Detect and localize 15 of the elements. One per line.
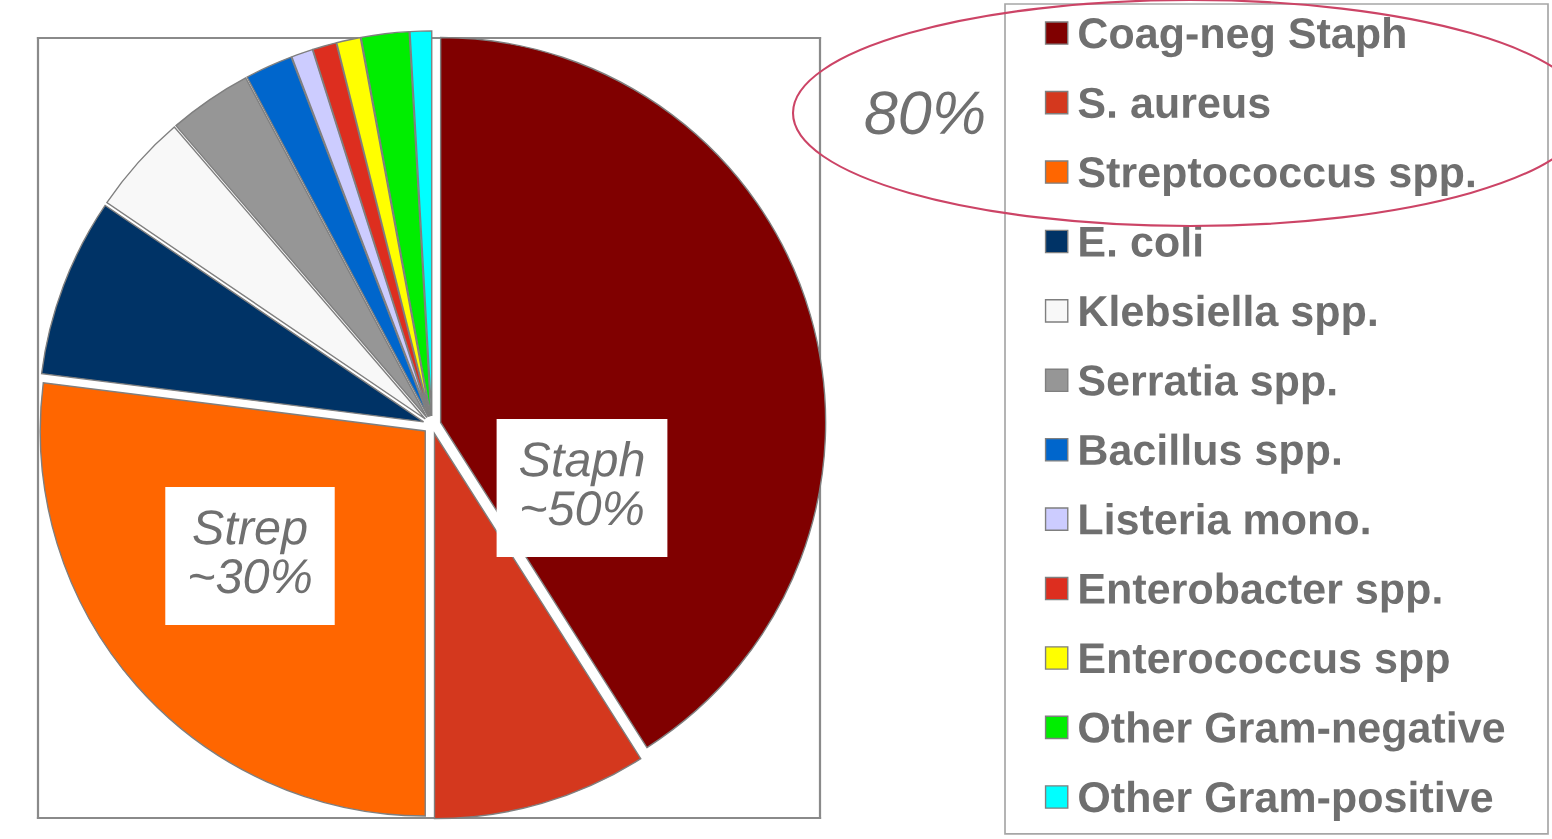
legend-label: Other Gram-positive xyxy=(1079,780,1493,821)
legend-label: Serratia spp. xyxy=(1078,364,1336,405)
legend-label: E. coli xyxy=(1080,225,1202,257)
legend-label: Klebsiella spp. xyxy=(1080,294,1376,335)
legend-label: Coag-neg Staph xyxy=(1079,16,1405,58)
text: Strep ~30% xyxy=(190,510,311,594)
text: Staph ~50% xyxy=(519,440,644,526)
legend-label: Enterococcus spp xyxy=(1080,643,1449,682)
text: 80% xyxy=(865,91,984,135)
legend-label: Other Gram-negative xyxy=(1079,711,1505,752)
legend-label: Streptococcus spp. xyxy=(1078,157,1474,197)
legend-label: Enterobacter spp. xyxy=(1080,572,1441,613)
legend-label: S. aureus xyxy=(1078,87,1270,119)
legend-label: Listeria mono. xyxy=(1080,503,1369,535)
legend-label: Bacillus spp. xyxy=(1080,433,1340,474)
